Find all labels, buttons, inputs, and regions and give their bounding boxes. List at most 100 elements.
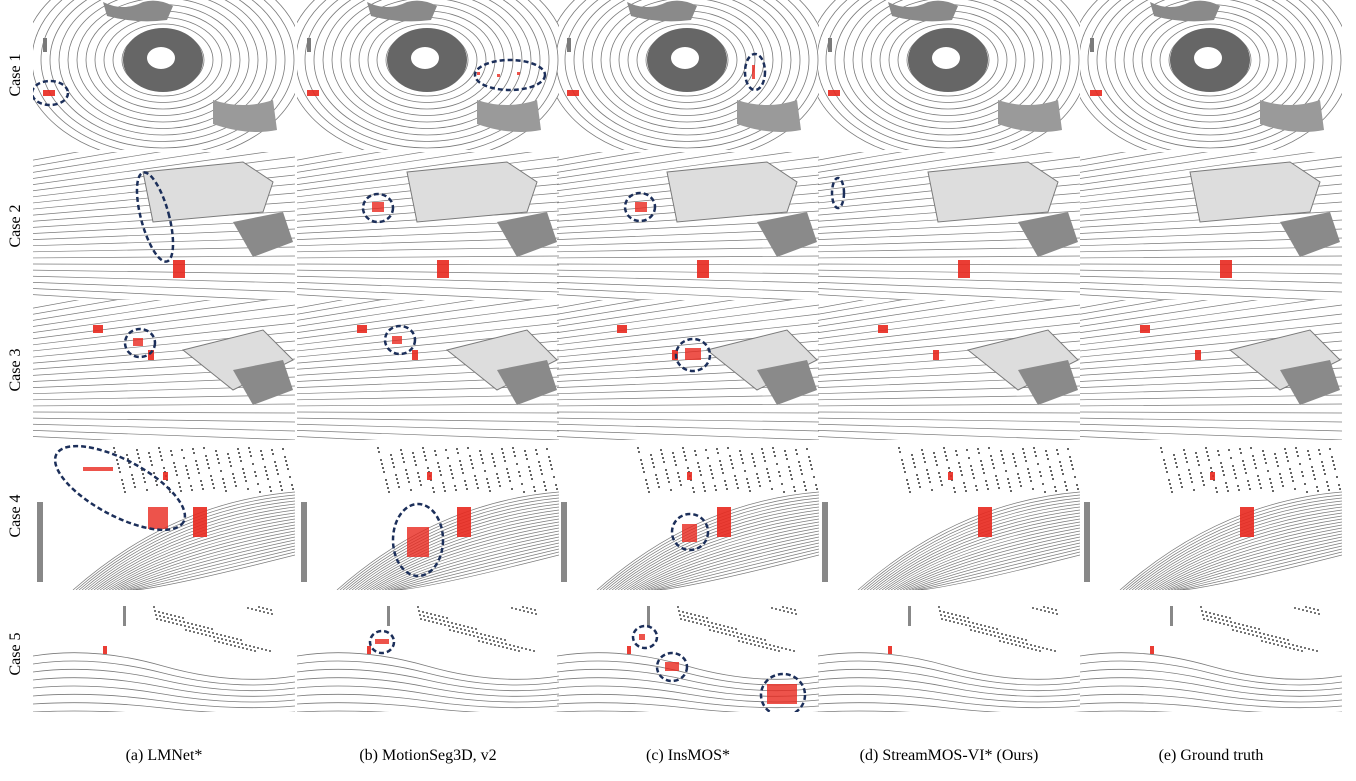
speck	[784, 450, 786, 452]
speck	[1296, 451, 1298, 453]
speck	[990, 634, 992, 636]
speck	[261, 648, 263, 650]
row-label: Case 2	[7, 204, 24, 247]
speck	[265, 649, 267, 651]
speck	[786, 607, 788, 609]
speck	[417, 472, 419, 474]
speck	[160, 619, 162, 621]
speck	[753, 461, 755, 463]
scan-line	[547, 430, 819, 440]
speck	[959, 466, 961, 468]
speck	[282, 448, 284, 450]
speck	[456, 627, 458, 629]
speck	[1067, 448, 1069, 450]
speck	[159, 615, 161, 617]
speck	[190, 485, 192, 487]
speck	[724, 480, 726, 482]
speck	[796, 453, 798, 455]
speck	[449, 629, 451, 631]
speck	[187, 622, 189, 624]
speck	[943, 611, 945, 613]
scan-arc	[346, 501, 559, 590]
speck	[133, 482, 135, 484]
moving-points	[687, 472, 692, 480]
point-cloud-panel	[301, 447, 559, 590]
speck	[224, 635, 226, 637]
scan-curve	[818, 711, 1080, 719]
speck	[1070, 460, 1072, 462]
speck	[921, 449, 923, 451]
speck	[284, 456, 286, 458]
speck	[545, 489, 547, 491]
speck	[1018, 641, 1020, 643]
speck	[121, 479, 123, 481]
speck	[1025, 460, 1027, 462]
speck	[663, 461, 665, 463]
speck	[497, 477, 499, 479]
scan-line	[1070, 418, 1342, 422]
error-points	[375, 639, 389, 644]
vegetation	[213, 100, 277, 132]
speck	[1326, 481, 1328, 483]
speck	[439, 470, 441, 472]
speck	[1076, 484, 1078, 486]
speck	[1210, 467, 1212, 469]
speck	[452, 477, 454, 479]
speck	[725, 484, 727, 486]
speck	[1248, 633, 1250, 635]
speck	[811, 468, 813, 470]
error-points	[407, 527, 429, 557]
speck	[988, 626, 990, 628]
speck	[153, 606, 155, 608]
speck	[1275, 636, 1277, 638]
speck	[1276, 461, 1278, 463]
scan-line	[547, 448, 819, 467]
speck	[228, 457, 230, 459]
speck	[459, 624, 461, 626]
speck	[965, 624, 967, 626]
speck	[1185, 457, 1187, 459]
speck	[1290, 472, 1292, 474]
speck	[1197, 460, 1199, 462]
speck	[388, 491, 390, 493]
speck	[705, 449, 707, 451]
speck	[160, 455, 162, 457]
speck	[269, 486, 271, 488]
speck	[270, 490, 272, 492]
speck	[680, 618, 682, 620]
speck	[466, 488, 468, 490]
speck	[262, 607, 264, 609]
speck	[1202, 480, 1204, 482]
scan-line	[23, 288, 295, 301]
speck	[533, 650, 535, 652]
speck	[1218, 618, 1220, 620]
speck	[774, 455, 776, 457]
speck	[720, 464, 722, 466]
speck	[773, 451, 775, 453]
speck	[188, 477, 190, 479]
speck	[978, 631, 980, 633]
speck	[382, 467, 384, 469]
moving-points	[948, 472, 953, 480]
speck	[961, 474, 963, 476]
speck	[1039, 650, 1041, 652]
speck	[1316, 650, 1318, 652]
scan-line	[808, 412, 1080, 413]
speck	[481, 458, 483, 460]
speck	[266, 474, 268, 476]
speck	[132, 478, 134, 480]
speck	[163, 616, 165, 618]
speck	[493, 461, 495, 463]
speck	[173, 462, 175, 464]
scan-line	[547, 269, 819, 316]
speck	[185, 465, 187, 467]
speck	[1061, 469, 1063, 471]
speck	[261, 454, 263, 456]
speck	[771, 488, 773, 490]
speck	[1232, 465, 1234, 467]
speck	[997, 483, 999, 485]
speck	[1236, 630, 1238, 632]
speck	[196, 628, 198, 630]
speck	[1044, 610, 1046, 612]
speck	[488, 486, 490, 488]
